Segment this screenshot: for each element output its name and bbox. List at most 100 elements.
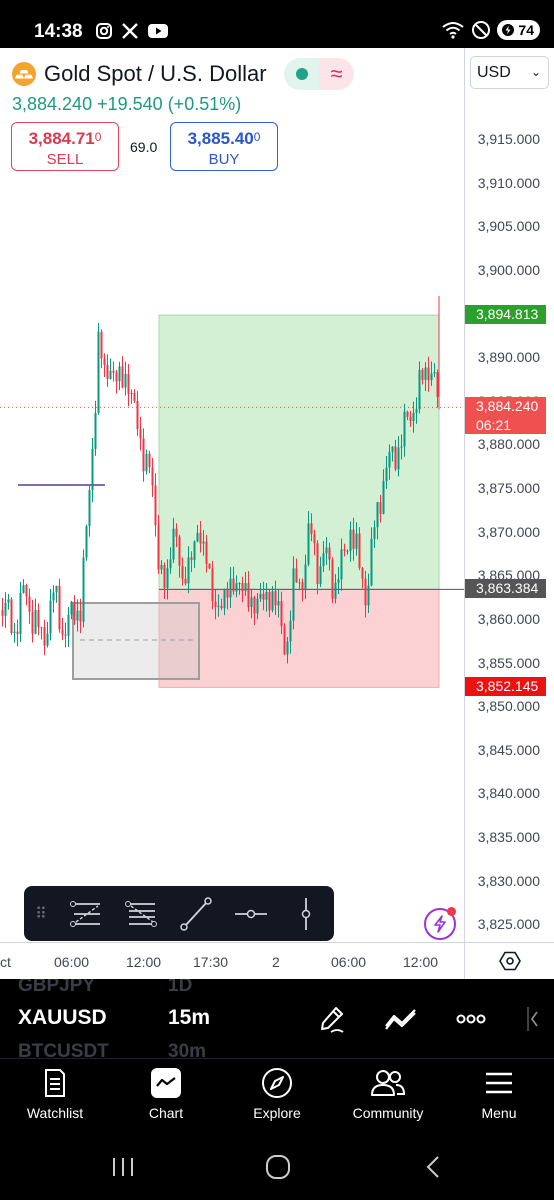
prev-interval[interactable]: 1D bbox=[168, 979, 193, 996]
price-axis-label: 3,860.000 bbox=[477, 610, 540, 627]
candle-body bbox=[310, 523, 313, 535]
candle-body bbox=[250, 597, 253, 608]
home-button[interactable] bbox=[258, 1152, 298, 1182]
candle-body bbox=[94, 412, 97, 449]
candle-body bbox=[262, 593, 265, 600]
candle-body bbox=[160, 565, 163, 570]
candle-body bbox=[268, 591, 271, 611]
gold-symbol-logo bbox=[12, 62, 36, 86]
sell-button[interactable]: 3,884.710 SELL bbox=[11, 122, 119, 171]
candle-body bbox=[154, 485, 157, 526]
pen-icon bbox=[321, 1007, 344, 1033]
nav-label: Explore bbox=[253, 1105, 301, 1121]
candle-body bbox=[412, 412, 415, 422]
candle-body bbox=[136, 400, 139, 430]
candle-body bbox=[211, 568, 214, 602]
wifi-icon bbox=[442, 22, 465, 39]
candle-body bbox=[193, 541, 196, 561]
candle-body bbox=[151, 467, 154, 486]
candle-body bbox=[43, 627, 46, 646]
nav-watchlist[interactable]: Watchlist bbox=[0, 1065, 110, 1121]
price-axis-label: 3,875.000 bbox=[477, 480, 540, 496]
nav-explore[interactable]: Explore bbox=[222, 1065, 332, 1121]
current-interval[interactable]: 15m bbox=[168, 1006, 211, 1029]
price-axis-label: 3,880.000 bbox=[477, 436, 540, 453]
candle-body bbox=[184, 578, 187, 584]
battery-level: 74 bbox=[518, 22, 534, 38]
price-axis-label: 3,830.000 bbox=[477, 872, 540, 889]
candle-body bbox=[214, 601, 217, 608]
price-chart[interactable] bbox=[0, 180, 464, 942]
quick-trade-button[interactable] bbox=[424, 907, 456, 940]
chart-area[interactable] bbox=[0, 180, 464, 942]
sell-price: 3,884.710 bbox=[12, 129, 118, 149]
next-interval[interactable]: 30m bbox=[168, 1041, 207, 1058]
vertical-line-tool[interactable] bbox=[278, 886, 333, 941]
delayed-data-icon: ≈ bbox=[319, 58, 354, 90]
candle-body bbox=[1, 610, 4, 616]
candle-body bbox=[226, 588, 229, 598]
candle-body bbox=[202, 541, 205, 544]
candle-body bbox=[142, 438, 145, 472]
back-button[interactable] bbox=[413, 1152, 453, 1182]
price-axis-label: 3,840.000 bbox=[477, 785, 540, 802]
price-axis[interactable]: 3,915.000 3,910.000 3,905.000 3,900.000 3,89… bbox=[464, 48, 554, 942]
candle-body bbox=[394, 446, 397, 470]
candle-body bbox=[229, 578, 232, 598]
candle-body bbox=[7, 599, 10, 603]
nav-menu[interactable]: Menu bbox=[444, 1065, 554, 1121]
drag-handle-icon[interactable]: ⠿ bbox=[35, 905, 47, 923]
candle-body bbox=[334, 582, 337, 599]
candle-body bbox=[175, 528, 178, 537]
nav-community[interactable]: Community bbox=[333, 1065, 443, 1121]
candle-body bbox=[259, 593, 262, 599]
candle-body bbox=[106, 364, 109, 379]
indicators-button[interactable] bbox=[383, 1001, 419, 1037]
currency-select[interactable]: USD ⌄ bbox=[470, 56, 549, 89]
notification-dot bbox=[447, 907, 456, 916]
candle-body bbox=[421, 369, 424, 380]
price-axis-label: 3,870.000 bbox=[477, 523, 540, 540]
candle-body bbox=[34, 609, 37, 634]
prev-symbol[interactable]: GBPJPY bbox=[18, 979, 96, 996]
recent-apps-button[interactable] bbox=[103, 1152, 143, 1182]
candle-body bbox=[166, 568, 169, 588]
candle-body bbox=[91, 448, 94, 491]
trend-line-tool[interactable] bbox=[168, 886, 223, 941]
candle-body bbox=[430, 373, 433, 381]
chart-settings-button[interactable] bbox=[464, 943, 554, 979]
settings-hexagon-icon bbox=[498, 951, 521, 971]
symbol-title[interactable]: Gold Spot / U.S. Dollar bbox=[44, 61, 267, 86]
time-axis[interactable]: ct 06:00 12:00 17:30 2 06:00 12:00 bbox=[0, 942, 554, 979]
buy-price-main: 3,885.40 bbox=[187, 129, 254, 148]
nav-chart[interactable]: Chart bbox=[111, 1065, 221, 1121]
watchlist-icon bbox=[45, 1069, 65, 1097]
candle-body bbox=[190, 557, 193, 561]
drawing-tools-button[interactable] bbox=[314, 1001, 350, 1037]
candle-body bbox=[403, 411, 406, 447]
menu-icon bbox=[486, 1072, 512, 1094]
youtube-icon bbox=[148, 24, 168, 38]
horizontal-ray-tool[interactable] bbox=[223, 886, 278, 941]
more-button[interactable] bbox=[453, 1001, 489, 1037]
community-icon bbox=[371, 1070, 406, 1096]
candle-body bbox=[382, 480, 385, 514]
price-summary: 3,884.240 +19.540 (+0.51%) bbox=[12, 94, 241, 115]
parallel-channel-icon bbox=[69, 900, 100, 927]
time-label: 17:30 bbox=[193, 954, 229, 970]
candle-body bbox=[103, 358, 106, 365]
next-symbol[interactable]: BTCUSDT bbox=[18, 1041, 109, 1058]
collapse-toolbar-button[interactable] bbox=[512, 1001, 554, 1037]
vertical-line-icon bbox=[301, 897, 310, 930]
candle-body bbox=[415, 409, 418, 413]
chart-icon bbox=[151, 1068, 181, 1098]
fib-retracement-tool[interactable] bbox=[113, 886, 168, 941]
current-symbol[interactable]: XAUUSD bbox=[18, 1006, 107, 1029]
price-axis-label: 3,905.000 bbox=[477, 218, 540, 235]
parallel-channel-tool[interactable] bbox=[58, 886, 113, 941]
candle-body bbox=[295, 568, 298, 583]
buy-button[interactable]: 3,885.400 BUY bbox=[170, 122, 278, 171]
currency-value: USD bbox=[477, 64, 511, 81]
candle-body bbox=[388, 451, 391, 468]
market-status-chip[interactable]: ≈ bbox=[284, 58, 354, 90]
